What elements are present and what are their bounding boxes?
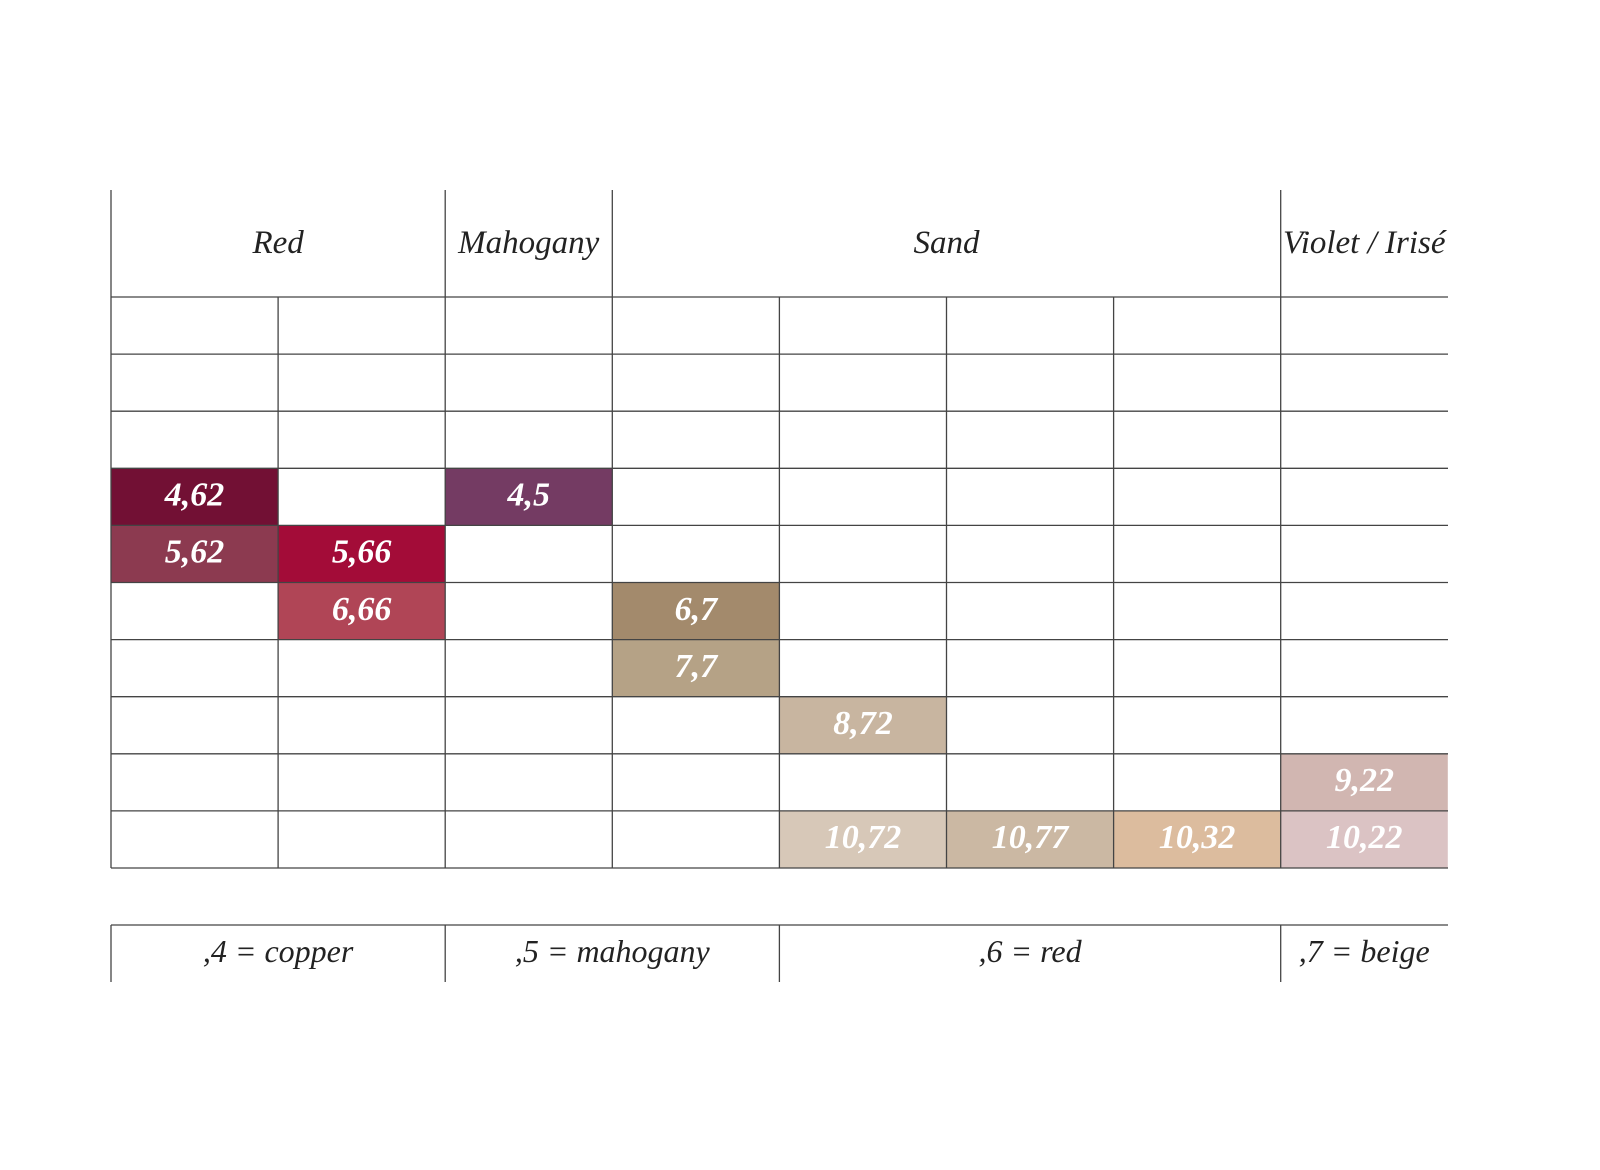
column-header: Sand	[914, 225, 981, 261]
legend-entry: ,4 = copper	[203, 933, 354, 969]
color-cell	[612, 639, 780, 697]
color-cell	[111, 468, 279, 526]
color-cell	[779, 696, 947, 754]
legend-entry: ,6 = red	[979, 933, 1083, 969]
cell-text: 4,5	[507, 477, 551, 514]
cell-text: 10,32	[1159, 819, 1236, 856]
color-cell	[1113, 810, 1281, 868]
color-cell	[612, 582, 780, 640]
color-cell	[1280, 753, 1448, 811]
cell-text: 8,72	[833, 705, 893, 742]
color-cell	[445, 468, 613, 526]
color-cell	[946, 810, 1114, 868]
column-header: Mahogany	[457, 225, 599, 261]
color-cell	[779, 810, 947, 868]
cell-text: 7,7	[675, 648, 720, 685]
legend-entry: ,7 = beige	[1299, 933, 1430, 969]
cell-text: 9,22	[1335, 762, 1395, 799]
cell-text: 10,72	[825, 819, 902, 856]
cell-text: 10,22	[1326, 819, 1403, 856]
cell-text: 4,62	[164, 477, 225, 514]
cell-text: 5,62	[165, 534, 225, 571]
cell-text: 10,77	[992, 819, 1071, 856]
cell-text: 6,66	[332, 591, 392, 628]
color-cell	[1280, 810, 1448, 868]
cell-text: 5,66	[332, 534, 392, 571]
column-header: Red	[251, 225, 304, 261]
column-header: Violet / Irisé	[1283, 225, 1447, 261]
color-cell	[278, 525, 446, 583]
legend-entry: ,5 = mahogany	[515, 933, 711, 969]
color-cell	[111, 525, 279, 583]
color-cell	[278, 582, 446, 640]
cell-text: 6,7	[675, 591, 720, 628]
